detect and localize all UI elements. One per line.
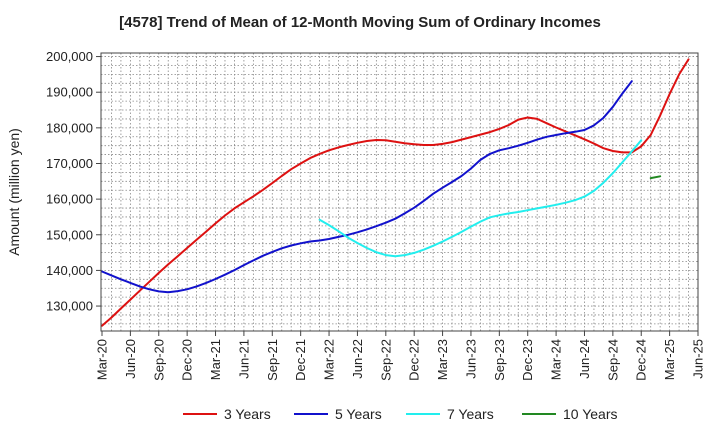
legend-label: 10 Years bbox=[563, 406, 618, 422]
series-lines bbox=[101, 58, 690, 327]
y-tick-label: 130,000 bbox=[46, 299, 93, 314]
y-tick-label: 140,000 bbox=[46, 263, 93, 278]
chart-title: [4578] Trend of Mean of 12-Month Moving … bbox=[119, 14, 601, 31]
x-tick-label: Jun-23 bbox=[463, 339, 478, 379]
series-line-5-years bbox=[101, 80, 633, 294]
x-tick-label: Mar-23 bbox=[435, 339, 450, 380]
x-tick-label: Dec-22 bbox=[407, 339, 422, 381]
x-tick-label: Mar-20 bbox=[95, 339, 110, 380]
x-tick-label: Jun-21 bbox=[236, 339, 251, 379]
x-axis-ticks: Mar-20 Jun-20 Sep-20 Dec-20 Mar-21 Jun-21 Sep-… bbox=[95, 331, 706, 381]
x-tick-label: Dec-24 bbox=[634, 339, 649, 381]
legend-item: 7 Years bbox=[406, 406, 494, 422]
x-tick-label: Jun-20 bbox=[123, 339, 138, 379]
y-tick-label: 180,000 bbox=[46, 120, 93, 135]
series-line-3-years bbox=[101, 58, 690, 327]
x-tick-label: Jun-22 bbox=[350, 339, 365, 379]
y-tick-label: 170,000 bbox=[46, 156, 93, 171]
legend-item: 5 Years bbox=[294, 406, 382, 422]
y-tick-label: 150,000 bbox=[46, 227, 93, 242]
x-tick-label: Mar-21 bbox=[208, 339, 223, 380]
x-tick-label: Sep-21 bbox=[265, 339, 280, 381]
series-line-7-years bbox=[318, 139, 643, 258]
y-axis-label: Amount (million yen) bbox=[6, 128, 22, 256]
plot-background bbox=[101, 53, 698, 331]
y-tick-label: 200,000 bbox=[46, 49, 93, 64]
x-tick-label: Mar-22 bbox=[322, 339, 337, 380]
x-tick-label: Dec-21 bbox=[293, 339, 308, 381]
x-tick-label: Sep-23 bbox=[492, 339, 507, 381]
x-tick-label: Mar-24 bbox=[549, 339, 564, 380]
x-tick-label: Dec-23 bbox=[520, 339, 535, 381]
legend-label: 3 Years bbox=[224, 406, 271, 422]
y-tick-label: 190,000 bbox=[46, 85, 93, 100]
x-tick-label: Mar-25 bbox=[662, 339, 677, 380]
series-line-10-years bbox=[649, 175, 662, 180]
legend-item: 10 Years bbox=[522, 406, 618, 422]
y-axis-ticks: 130,000 140,000 150,000 160,000 170,000 180,0… bbox=[46, 49, 101, 314]
legend-item: 3 Years bbox=[183, 406, 271, 422]
x-tick-label: Sep-20 bbox=[151, 339, 166, 381]
x-tick-label: Jun-24 bbox=[577, 339, 592, 379]
x-tick-label: Dec-20 bbox=[180, 339, 195, 381]
y-tick-label: 160,000 bbox=[46, 192, 93, 207]
grid-lines bbox=[101, 53, 698, 331]
legend: 3 Years 5 Years 7 Years 10 Years bbox=[183, 406, 618, 422]
x-tick-label: Sep-22 bbox=[378, 339, 393, 381]
plot-frame bbox=[100, 52, 699, 332]
legend-label: 5 Years bbox=[335, 406, 382, 422]
legend-label: 7 Years bbox=[447, 406, 494, 422]
x-tick-label: Jun-25 bbox=[691, 339, 706, 379]
x-tick-label: Sep-24 bbox=[605, 339, 620, 381]
